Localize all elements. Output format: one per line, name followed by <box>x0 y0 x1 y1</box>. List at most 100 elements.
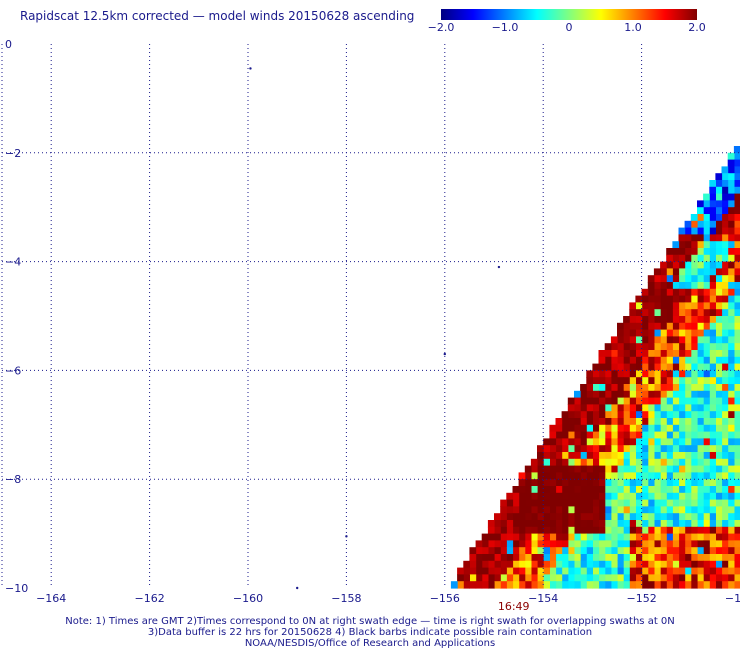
wind-difference-cell <box>476 568 483 575</box>
wind-difference-cell <box>549 432 556 439</box>
wind-difference-cell <box>660 411 667 418</box>
wind-difference-cell <box>611 452 618 459</box>
wind-difference-cell <box>592 540 599 547</box>
y-tick-label: −6 <box>5 364 21 377</box>
wind-difference-cell <box>568 554 575 561</box>
wind-difference-cell <box>709 309 716 316</box>
wind-difference-cell <box>672 445 679 452</box>
wind-difference-cell <box>685 561 692 568</box>
wind-difference-cell <box>562 520 569 527</box>
wind-difference-cell <box>734 173 740 180</box>
wind-difference-cell <box>734 404 740 411</box>
wind-barb-mark <box>444 353 446 355</box>
wind-difference-cell <box>703 411 710 418</box>
wind-difference-cell <box>672 357 679 364</box>
wind-difference-cell <box>728 323 735 330</box>
wind-difference-cell <box>629 309 636 316</box>
wind-difference-cell <box>500 513 507 520</box>
wind-difference-cell <box>599 425 606 432</box>
wind-difference-cell <box>580 534 587 541</box>
wind-difference-cell <box>617 445 624 452</box>
wind-difference-cell <box>592 513 599 520</box>
wind-difference-cell <box>648 370 655 377</box>
wind-difference-cell <box>549 513 556 520</box>
wind-difference-cell <box>715 418 722 425</box>
wind-difference-cell <box>734 445 740 452</box>
wind-difference-cell <box>679 513 686 520</box>
wind-difference-cell <box>519 540 526 547</box>
wind-difference-cell <box>654 343 661 350</box>
wind-difference-cell <box>660 452 667 459</box>
wind-difference-cell <box>648 384 655 391</box>
wind-difference-cell <box>703 248 710 255</box>
wind-difference-cell <box>574 466 581 473</box>
wind-difference-cell <box>709 438 716 445</box>
wind-difference-cell <box>611 500 618 507</box>
wind-difference-cell <box>715 459 722 466</box>
wind-difference-cell <box>500 534 507 541</box>
wind-difference-cell <box>592 418 599 425</box>
wind-difference-cell <box>623 506 630 513</box>
wind-difference-cell <box>734 166 740 173</box>
wind-difference-cell <box>592 384 599 391</box>
wind-difference-cell <box>660 418 667 425</box>
wind-difference-cell <box>642 527 649 534</box>
wind-difference-cell <box>562 534 569 541</box>
wind-difference-cell <box>728 200 735 207</box>
wind-difference-cell <box>703 445 710 452</box>
wind-difference-cell <box>611 343 618 350</box>
wind-difference-cell <box>715 425 722 432</box>
wind-difference-cell <box>722 248 729 255</box>
wind-difference-cell <box>660 404 667 411</box>
wind-difference-cell <box>605 459 612 466</box>
wind-difference-cell <box>463 581 470 588</box>
wind-difference-cell <box>617 357 624 364</box>
wind-difference-cell <box>617 554 624 561</box>
wind-difference-cell <box>574 561 581 568</box>
wind-difference-cell <box>629 384 636 391</box>
wind-difference-cell <box>617 425 624 432</box>
wind-difference-cell <box>513 520 520 527</box>
wind-difference-cell <box>666 255 673 262</box>
wind-difference-cell <box>556 432 563 439</box>
wind-difference-cell <box>494 568 501 575</box>
wind-difference-cell <box>500 540 507 547</box>
wind-difference-cell <box>605 486 612 493</box>
wind-difference-cell <box>709 255 716 262</box>
wind-difference-cell <box>697 398 704 405</box>
wind-difference-cell <box>709 506 716 513</box>
wind-difference-cell <box>722 425 729 432</box>
x-tick-label: −152 <box>626 592 656 605</box>
wind-difference-cell <box>654 432 661 439</box>
wind-difference-cell <box>574 418 581 425</box>
wind-difference-cell <box>469 581 476 588</box>
wind-difference-cell <box>519 574 526 581</box>
wind-difference-cell <box>648 486 655 493</box>
wind-difference-cell <box>500 561 507 568</box>
wind-difference-cell <box>654 534 661 541</box>
wind-difference-cell <box>728 336 735 343</box>
wind-difference-cell <box>709 527 716 534</box>
wind-difference-cell <box>685 302 692 309</box>
wind-difference-cell <box>648 330 655 337</box>
wind-difference-cell <box>623 425 630 432</box>
wind-difference-cell <box>722 370 729 377</box>
wind-difference-cell <box>691 398 698 405</box>
wind-difference-cell <box>506 561 513 568</box>
wind-difference-cell <box>592 404 599 411</box>
wind-difference-cell <box>531 540 538 547</box>
wind-difference-cell <box>549 527 556 534</box>
wind-difference-cell <box>660 364 667 371</box>
wind-difference-cell <box>703 547 710 554</box>
wind-difference-cell <box>648 316 655 323</box>
wind-difference-cell <box>672 330 679 337</box>
wind-difference-cell <box>691 404 698 411</box>
wind-difference-cell <box>574 391 581 398</box>
wind-difference-cell <box>648 309 655 316</box>
wind-difference-cell <box>482 540 489 547</box>
wind-difference-cell <box>709 459 716 466</box>
wind-difference-cell <box>605 391 612 398</box>
wind-difference-cell <box>722 527 729 534</box>
wind-difference-cell <box>697 432 704 439</box>
wind-difference-cell <box>599 486 606 493</box>
